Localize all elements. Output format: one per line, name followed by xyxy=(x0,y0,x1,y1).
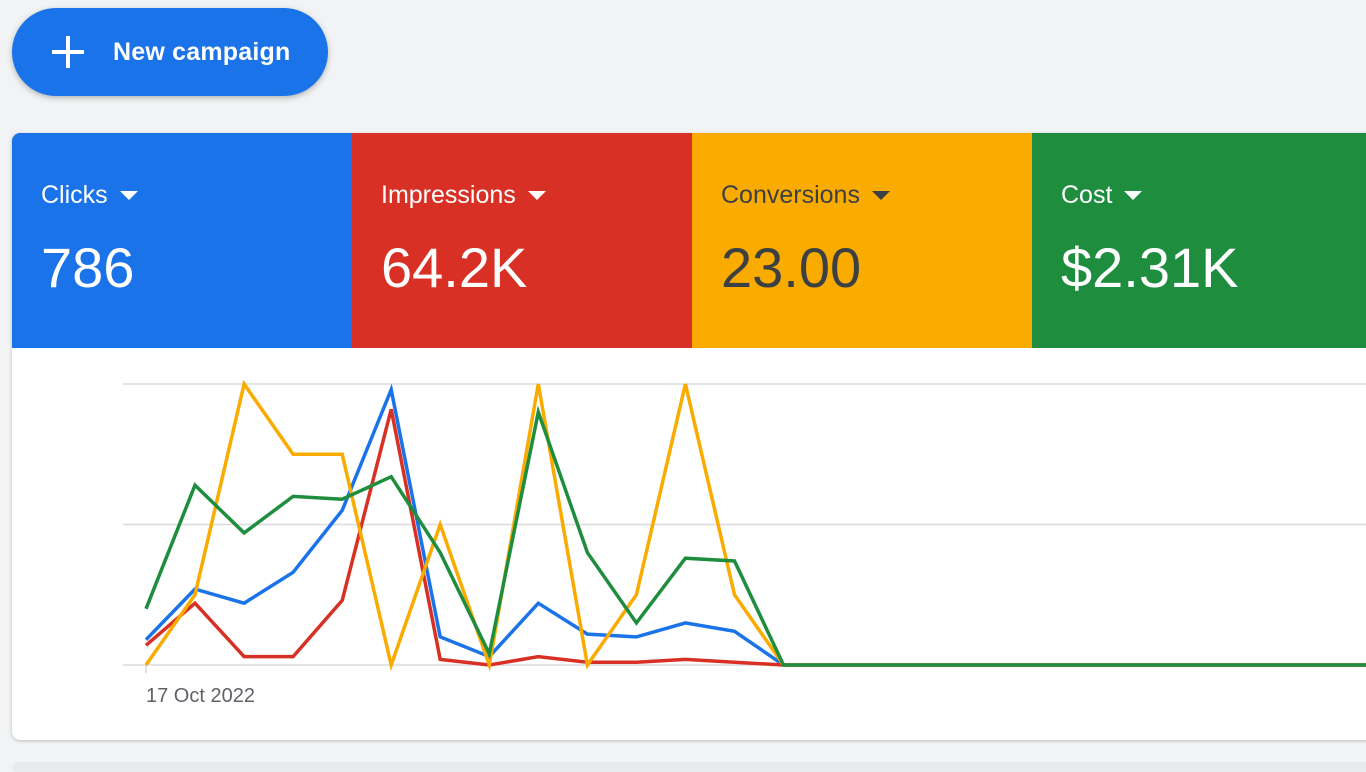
dropdown-arrow-icon[interactable] xyxy=(119,191,138,200)
new-campaign-button[interactable]: New campaign xyxy=(12,8,328,96)
metric-value: $2.31K xyxy=(1061,236,1239,299)
metric-label: Conversions xyxy=(721,181,860,209)
dropdown-arrow-icon[interactable] xyxy=(1124,191,1143,200)
performance-chart: 17 Oct 2022 xyxy=(12,348,1366,740)
series-line-cost xyxy=(144,405,1366,667)
dropdown-arrow-icon[interactable] xyxy=(527,191,546,200)
chart-series xyxy=(144,379,1366,672)
metric-value: 23.00 xyxy=(721,236,862,299)
metric-tile-impressions[interactable]: Impressions 64.2K xyxy=(352,133,692,348)
dropdown-arrow-icon[interactable] xyxy=(871,191,890,200)
x-tick-label: 17 Oct 2022 xyxy=(146,685,255,707)
metric-tile-cost[interactable]: Cost $2.31K xyxy=(1032,133,1366,348)
metric-label: Clicks xyxy=(41,181,108,209)
metric-tile-clicks[interactable]: Clicks 786 xyxy=(12,133,352,348)
metric-label: Impressions xyxy=(381,181,516,209)
new-campaign-label: New campaign xyxy=(113,37,291,66)
next-card-edge xyxy=(12,762,1366,772)
metric-tiles: Clicks 786 Impressions 64.2K Conversions… xyxy=(12,133,1366,348)
performance-card: Clicks 786 Impressions 64.2K Conversions… xyxy=(12,133,1366,740)
line-chart: 17 Oct 2022 xyxy=(123,379,1366,707)
metric-value: 786 xyxy=(41,236,135,299)
chart-gridlines xyxy=(123,383,1366,673)
metric-value: 64.2K xyxy=(381,236,528,299)
metric-label: Cost xyxy=(1061,181,1113,209)
plus-icon xyxy=(52,36,84,68)
metric-tile-conversions[interactable]: Conversions 23.00 xyxy=(692,133,1032,348)
